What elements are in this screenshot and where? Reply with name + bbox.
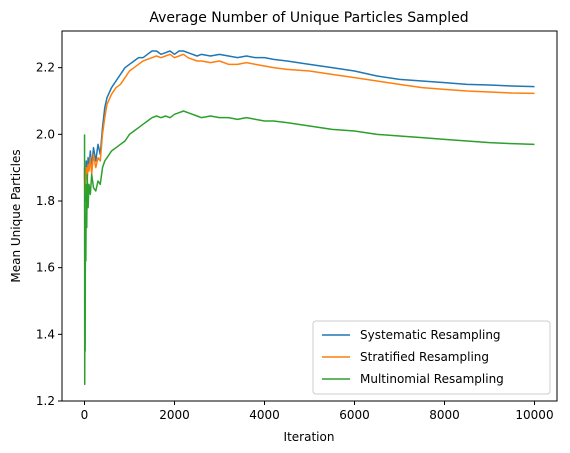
- series-line-3: [83, 110, 535, 386]
- legend-label-2: Stratified Resampling: [360, 350, 489, 364]
- y-axis-label: Mean Unique Particles: [9, 149, 23, 282]
- y-tick-label: 1.4: [36, 327, 55, 341]
- series-line-2: [83, 53, 535, 196]
- x-tick-label: 2000: [159, 408, 190, 422]
- legend-label-3: Multinomial Resampling: [360, 372, 504, 386]
- x-axis-label: Iteration: [284, 430, 335, 444]
- x-tick-label: 6000: [339, 408, 370, 422]
- series-line-1: [83, 50, 535, 202]
- legend-label-1: Systematic Resampling: [360, 328, 501, 342]
- legend-box: [312, 320, 551, 395]
- y-tick-label: 1.6: [36, 261, 55, 275]
- chart-title: Average Number of Unique Particles Sampl…: [149, 10, 468, 26]
- x-tick-label: 0: [81, 408, 89, 422]
- y-axis-ticks: 1.2 1.4 1.6 1.8 2.0 2.2: [36, 61, 62, 408]
- series-layer: [83, 50, 535, 386]
- y-tick-label: 2.2: [36, 61, 55, 75]
- legend: Systematic Resampling Stratified Resampli…: [312, 320, 551, 395]
- y-tick-label: 2.0: [36, 127, 55, 141]
- x-tick-label: 10000: [515, 408, 553, 422]
- y-tick-label: 1.8: [36, 194, 55, 208]
- x-tick-label: 8000: [429, 408, 460, 422]
- x-axis-ticks: 0 2000 4000 6000 8000 10000: [81, 401, 554, 422]
- x-tick-label: 4000: [249, 408, 280, 422]
- y-tick-label: 1.2: [36, 394, 55, 408]
- plot-frame: [61, 30, 558, 402]
